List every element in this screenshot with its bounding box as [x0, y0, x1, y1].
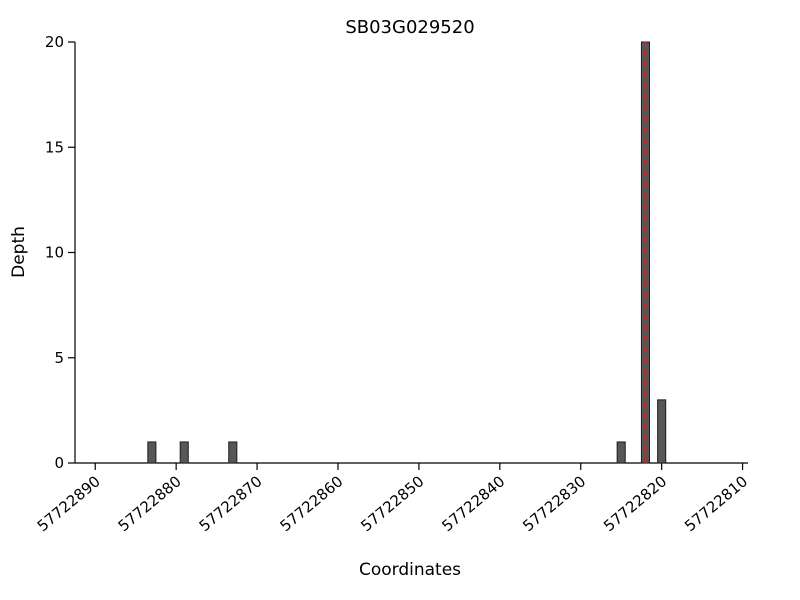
- chart-title: SB03G029520: [345, 17, 474, 38]
- x-axis-label: Coordinates: [359, 560, 461, 580]
- plot-area: 0 5 10 15 20 57722890 57722880 57722870 57722860…: [34, 33, 751, 535]
- x-tick-label: 57722890: [34, 472, 104, 535]
- x-tick-label: 57722820: [600, 472, 670, 535]
- x-tick-label: 57722840: [438, 472, 508, 535]
- x-tick-label: 57722810: [681, 472, 751, 535]
- depth-bar: [657, 399, 667, 464]
- y-tick-label: 0: [54, 454, 64, 472]
- x-tick-label: 57722870: [196, 472, 266, 535]
- depth-bar: [147, 441, 157, 464]
- y-tick-label: 10: [45, 244, 64, 262]
- x-tick-label: 57722880: [115, 472, 185, 535]
- y-tick-label: 5: [54, 349, 64, 367]
- y-axis-label: Depth: [9, 226, 29, 278]
- depth-bar: [228, 441, 238, 464]
- y-tick-label: 20: [45, 33, 64, 51]
- y-tick-label: 15: [45, 138, 64, 156]
- depth-bar: [616, 441, 626, 464]
- x-tick-label: 57722830: [519, 472, 589, 535]
- x-tick-label: 57722850: [357, 472, 427, 535]
- x-tick-label: 57722860: [276, 472, 346, 535]
- depth-bar: [179, 441, 189, 464]
